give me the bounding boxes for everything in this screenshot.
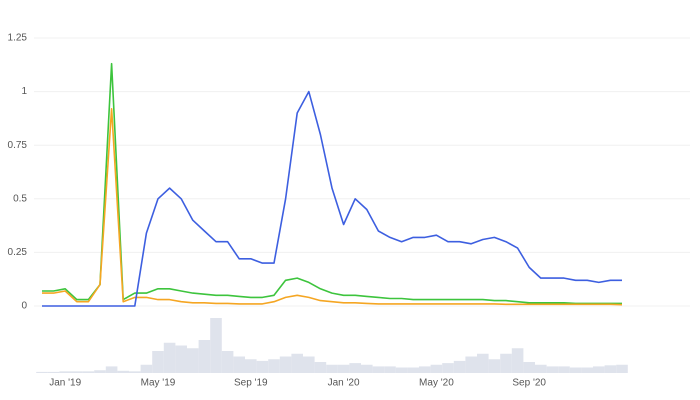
- volume-bar: [488, 359, 501, 373]
- volume-bar: [593, 366, 605, 373]
- volume-bar: [82, 371, 95, 373]
- volume-bar: [105, 366, 118, 373]
- volume-bar: [523, 362, 535, 373]
- x-tick-label: Jan '19: [49, 378, 81, 389]
- x-tick-label: May '19: [141, 378, 176, 389]
- volume-bar: [372, 366, 385, 373]
- volume-bar: [453, 360, 466, 373]
- volume-bar: [163, 342, 176, 373]
- price-line: [42, 108, 623, 306]
- volume-bar: [349, 363, 361, 373]
- volume-bar: [268, 359, 280, 373]
- volume-bar: [94, 370, 106, 373]
- volume-bar: [395, 367, 408, 373]
- volume-bar: [616, 364, 628, 373]
- volume-bar: [47, 371, 60, 373]
- y-tick-label: 1.25: [8, 33, 28, 44]
- volume-bar: [152, 351, 164, 373]
- y-tick-label: 0.25: [8, 247, 28, 258]
- y-tick-label: 1: [21, 86, 27, 97]
- volume-bar: [535, 364, 547, 373]
- volume-bar: [546, 366, 559, 373]
- volume-bar: [384, 366, 396, 373]
- volume-bar: [361, 364, 373, 373]
- volume-bar: [245, 359, 257, 373]
- volume-bar: [117, 370, 129, 373]
- volume-bar: [291, 353, 303, 373]
- volume-bar: [256, 360, 269, 373]
- y-tick-label: 0.75: [8, 140, 28, 151]
- price-line: [42, 62, 622, 305]
- y-tick-label: 0.5: [13, 193, 27, 204]
- volume-bar: [187, 348, 199, 373]
- volume-bar: [140, 364, 153, 373]
- volume-bar: [500, 353, 512, 373]
- volume-bar: [129, 371, 141, 373]
- volume-bar: [442, 363, 454, 373]
- volume-bar: [59, 371, 71, 373]
- volume-bar: [221, 351, 234, 373]
- volume-bar: [511, 348, 524, 373]
- volume-bar: [477, 353, 489, 373]
- volume-bar: [604, 365, 617, 373]
- volume-bar: [303, 356, 315, 373]
- volume-bar: [210, 318, 222, 373]
- volume-bar: [326, 364, 338, 373]
- volume-bar: [558, 366, 570, 373]
- volume-bar: [337, 364, 350, 373]
- price-line: [42, 90, 622, 307]
- x-tick-label: Sep '20: [512, 378, 546, 389]
- volume-bar: [175, 345, 187, 373]
- volume-bar: [279, 356, 292, 373]
- volume-bar: [419, 366, 431, 373]
- volume-bar: [581, 367, 593, 373]
- volume-bar: [430, 364, 443, 373]
- volume-bar: [314, 362, 327, 373]
- volume-bar: [465, 356, 477, 373]
- x-tick-label: May '20: [419, 378, 454, 389]
- volume-bar: [198, 340, 211, 373]
- y-tick-label: 0: [21, 301, 27, 312]
- x-tick-label: Sep '19: [234, 378, 268, 389]
- volume-bar: [36, 371, 48, 373]
- volume-bar: [569, 367, 582, 373]
- volume-bar: [233, 356, 245, 373]
- volume-bar: [407, 367, 419, 373]
- x-tick-label: Jan '20: [328, 378, 360, 389]
- volume-bar: [71, 371, 83, 373]
